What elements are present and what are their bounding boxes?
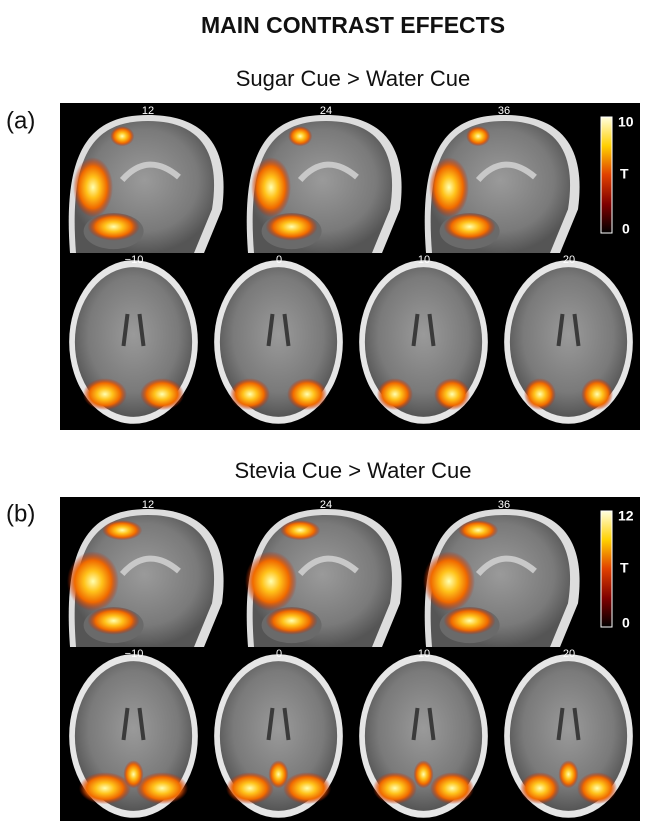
activation [581, 378, 613, 410]
activation [377, 378, 413, 410]
activation [429, 157, 469, 217]
activation [430, 772, 474, 804]
panel-label: (b) [6, 500, 35, 527]
activation [136, 772, 188, 804]
activation [102, 520, 142, 540]
activation [73, 157, 113, 217]
slice-label: 0 [276, 648, 282, 660]
activation [124, 760, 144, 788]
slice-label: 10 [418, 648, 430, 660]
slice-label: 10 [418, 254, 430, 266]
panel-heading: Stevia Cue > Water Cue [234, 458, 471, 483]
colorbar-min: 0 [622, 615, 630, 631]
activation [251, 157, 291, 217]
activation [444, 607, 496, 635]
activation [444, 213, 496, 241]
colorbar [601, 511, 612, 627]
activation [280, 520, 320, 540]
panel-heading: Sugar Cue > Water Cue [236, 66, 471, 91]
activation [79, 772, 131, 804]
activation [283, 772, 331, 804]
slice-label: 20 [563, 648, 575, 660]
activation [88, 213, 140, 241]
activation [140, 378, 184, 410]
activation [245, 551, 297, 611]
activation [110, 126, 134, 146]
slice-label: 36 [498, 105, 510, 117]
activation [288, 126, 312, 146]
slice-label: −10 [125, 254, 144, 266]
activation [520, 772, 560, 804]
colorbar-max: 10 [618, 114, 634, 130]
activation [373, 772, 417, 804]
colorbar-label: T [620, 560, 629, 576]
slice-label: 24 [320, 105, 332, 117]
activation [266, 213, 318, 241]
activation [83, 378, 127, 410]
figure: MAIN CONTRAST EFFECTS Sugar Cue > Water … [0, 0, 647, 821]
activation [423, 551, 475, 611]
panel-label: (a) [6, 107, 35, 134]
activation [466, 126, 490, 146]
activation [577, 772, 617, 804]
panel: Sugar Cue > Water Cue (a) 12 24 36 −10 0 10 20 10… [6, 66, 640, 430]
slice-label: 24 [320, 499, 332, 511]
slice-label: 36 [498, 499, 510, 511]
slice-label: 12 [142, 499, 154, 511]
activation [434, 378, 470, 410]
activation [287, 378, 327, 410]
slice-label: −10 [125, 648, 144, 660]
activation [226, 772, 274, 804]
colorbar-label: T [620, 166, 629, 182]
slice-label: 20 [563, 254, 575, 266]
panel: Stevia Cue > Water Cue (b) 12 24 36 −10 0 10 20 1… [6, 458, 640, 821]
activation [230, 378, 270, 410]
figure-title: MAIN CONTRAST EFFECTS [201, 12, 505, 38]
activation [524, 378, 556, 410]
activation [458, 520, 498, 540]
colorbar-max: 12 [618, 508, 634, 524]
activation [269, 760, 289, 788]
activation [266, 607, 318, 635]
activation [67, 551, 119, 611]
activation [559, 760, 579, 788]
slice-label: 12 [142, 105, 154, 117]
colorbar-min: 0 [622, 221, 630, 237]
activation [88, 607, 140, 635]
activation [414, 760, 434, 788]
slice-label: 0 [276, 254, 282, 266]
colorbar [601, 117, 612, 233]
